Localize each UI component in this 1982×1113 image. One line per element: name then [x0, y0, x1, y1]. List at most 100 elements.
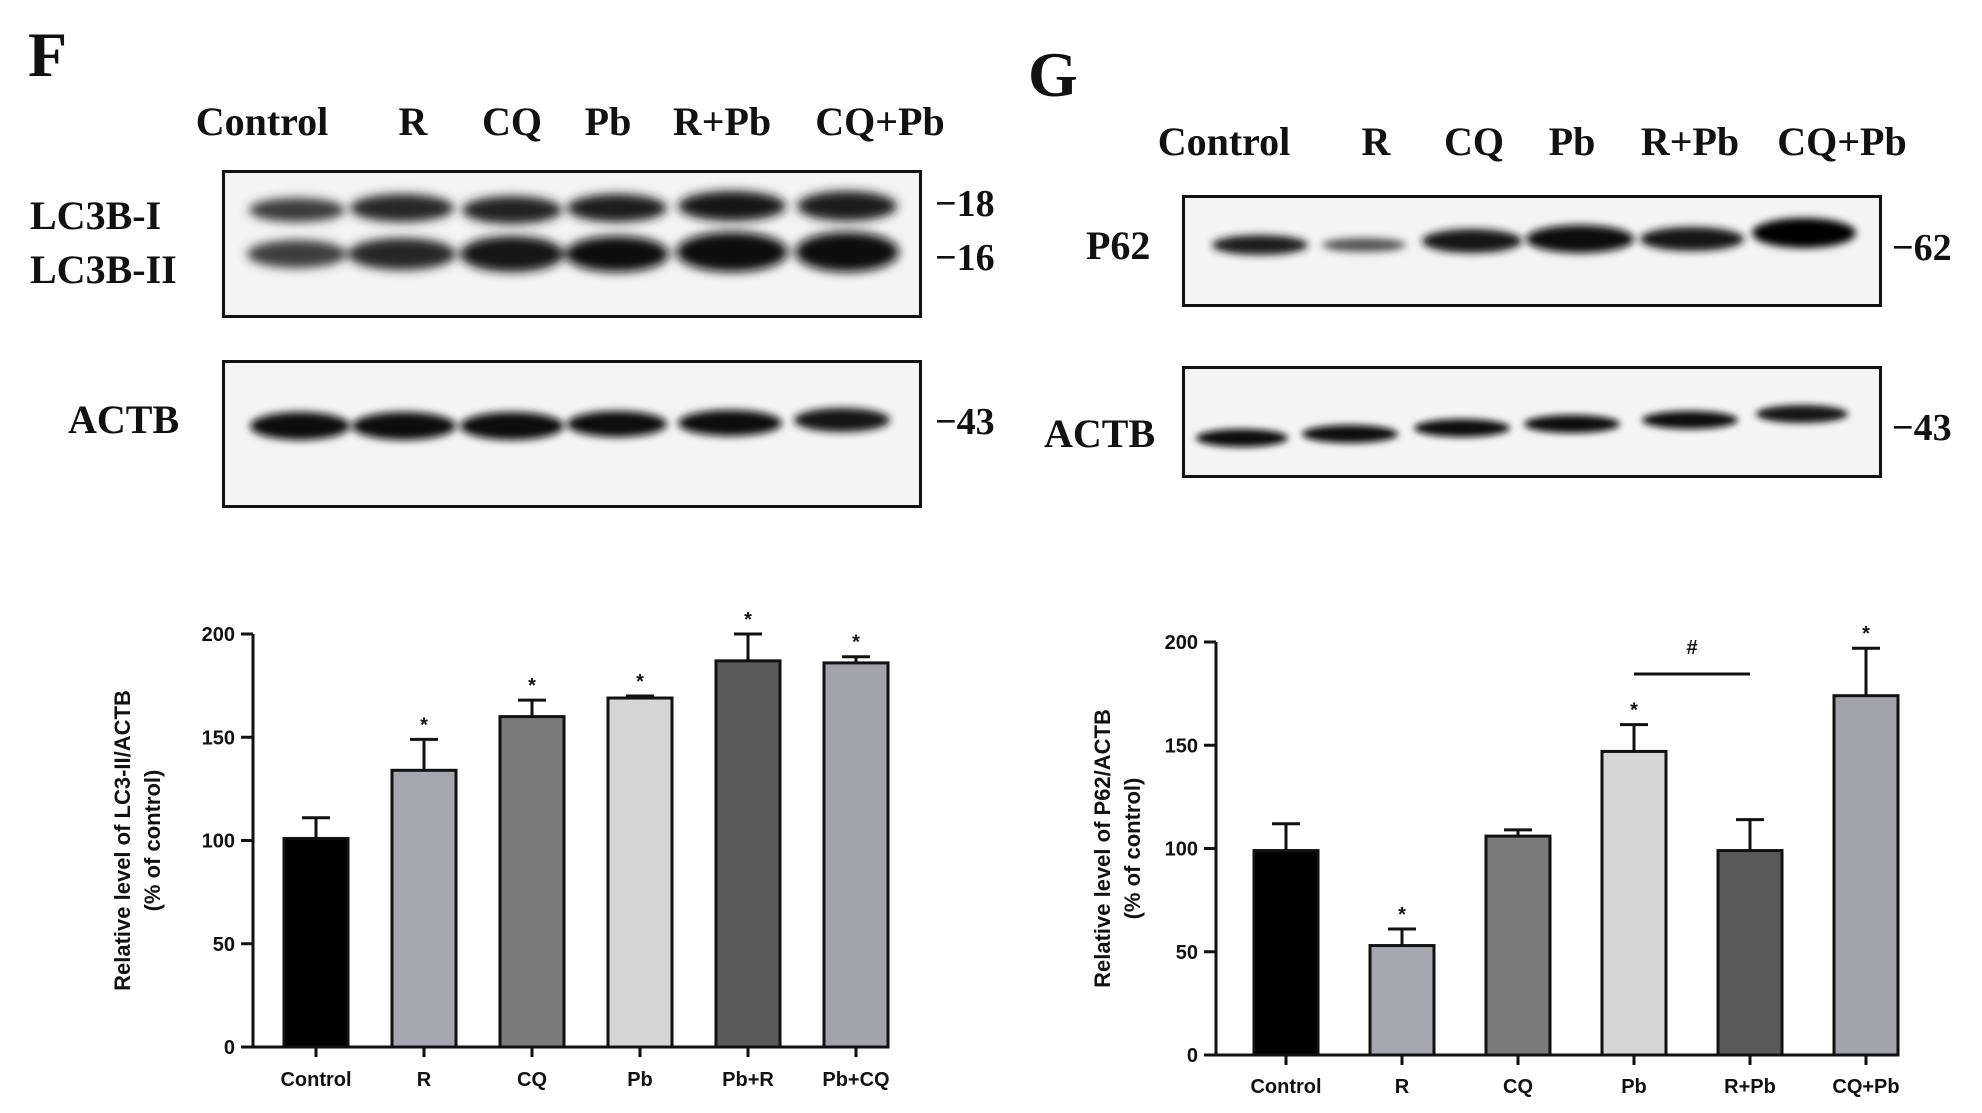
- x-tick-label: R: [1395, 1076, 1410, 1098]
- f-lane-label: Pb: [584, 99, 632, 144]
- actb-band: [678, 410, 782, 436]
- y-tick-label: 150: [202, 727, 235, 749]
- p62-band: [1422, 229, 1522, 253]
- x-tick-label: Pb: [627, 1069, 653, 1091]
- actb-band: [1642, 411, 1738, 429]
- g-blot2-marker: −43: [1892, 407, 1952, 449]
- lc3b-i-band: [567, 194, 667, 222]
- bar: [1252, 849, 1320, 1057]
- lc3b-i-band: [350, 194, 454, 222]
- g-blot1-label: P62: [1086, 223, 1151, 268]
- significance-mark: *: [1630, 700, 1638, 722]
- panel-g-letter: G: [1028, 39, 1078, 110]
- significance-mark: *: [744, 609, 752, 631]
- bar: [822, 661, 890, 1049]
- p62-band: [1322, 238, 1406, 252]
- lc3b-ii-band: [348, 238, 456, 270]
- p62-band: [1640, 227, 1744, 251]
- y-tick-label: 0: [224, 1037, 235, 1059]
- lc3b-ii-band: [460, 236, 564, 272]
- f-actb-blot: [222, 360, 922, 508]
- lc3b-i-band: [797, 191, 897, 221]
- significance-mark: *: [636, 671, 644, 693]
- f-lane-label: CQ+Pb: [815, 99, 945, 144]
- significance-mark: *: [420, 714, 428, 736]
- y-axis-label: Relative level of LC3-II/ACTB: [110, 690, 135, 991]
- g-blot2-label: ACTB: [1044, 411, 1156, 456]
- lc3b-ii-band: [795, 232, 899, 272]
- f-blot1-label: LC3B-I: [30, 193, 162, 238]
- y-tick-label: 0: [1187, 1045, 1198, 1067]
- comparison-mark: #: [1686, 637, 1697, 659]
- g-p62-blot: [1182, 195, 1882, 307]
- actb-band: [1524, 415, 1620, 433]
- g-lane-label: CQ: [1444, 119, 1504, 164]
- x-tick-label: Pb+CQ: [822, 1069, 889, 1091]
- f-blot1-label: LC3B-II: [30, 247, 177, 292]
- bar: [498, 715, 566, 1049]
- x-tick-label: CQ+Pb: [1832, 1076, 1899, 1098]
- f-lane-label: R: [398, 99, 428, 144]
- significance-mark: *: [1862, 623, 1870, 645]
- y-tick-label: 100: [202, 831, 235, 853]
- lc3-chart: 0 50 100 150 200 Relative level of LC3-II/ACT…: [110, 609, 890, 1091]
- x-tick-label: Control: [1250, 1076, 1321, 1098]
- f-blot2-marker: −43: [935, 401, 995, 443]
- significance-mark: *: [528, 675, 536, 697]
- lc3b-i-band: [678, 191, 786, 221]
- significance-mark: *: [852, 632, 860, 654]
- lc3b-i-band: [462, 196, 562, 224]
- actb-band: [1302, 425, 1398, 443]
- g-actb-blot: [1182, 366, 1882, 478]
- bar: [606, 696, 674, 1049]
- x-tick-label: R+Pb: [1724, 1076, 1776, 1098]
- y-tick-label: 200: [202, 624, 235, 646]
- p62-band: [1526, 225, 1634, 253]
- y-axis-label: (% of control): [140, 770, 165, 912]
- bar: [390, 768, 458, 1049]
- p62-band: [1212, 235, 1308, 255]
- x-tick-label: R: [417, 1069, 432, 1091]
- y-tick-label: 50: [1176, 942, 1198, 964]
- x-tick-label: Control: [280, 1069, 351, 1091]
- p62-chart: 0 50 100 150 200 Relative level of P62/ACTB (%…: [1090, 623, 1900, 1098]
- lc3b-ii-band: [676, 232, 788, 272]
- y-tick-label: 50: [213, 934, 235, 956]
- bar: [1484, 834, 1552, 1057]
- y-tick-label: 100: [1165, 839, 1198, 861]
- actb-band: [1196, 429, 1288, 447]
- actb-band: [1414, 419, 1510, 437]
- f-blot1-marker: −18: [935, 183, 995, 225]
- y-tick-label: 150: [1165, 735, 1198, 757]
- g-lane-label: Pb: [1548, 119, 1596, 164]
- lc3b-i-band: [249, 198, 345, 222]
- actb-band: [352, 412, 456, 440]
- y-axis-label: (% of control): [1120, 778, 1145, 920]
- f-lane-label: R+Pb: [672, 99, 772, 144]
- bar: [282, 836, 350, 1049]
- lc3b-ii-band: [247, 240, 347, 268]
- bar: [1368, 944, 1436, 1057]
- actb-band: [250, 412, 350, 440]
- f-lc3b-blot: [222, 170, 922, 318]
- x-tick-label: Pb: [1621, 1076, 1647, 1098]
- f-blot2-label: ACTB: [68, 397, 180, 442]
- bar: [1600, 749, 1668, 1057]
- x-tick-label: Pb+R: [722, 1069, 774, 1091]
- actb-band: [460, 412, 564, 440]
- lc3b-ii-band: [565, 236, 669, 272]
- g-lane-label: CQ+Pb: [1777, 119, 1907, 164]
- actb-band: [567, 411, 667, 437]
- f-lane-label: Control: [195, 99, 329, 144]
- g-blot1-marker: −62: [1892, 227, 1952, 269]
- y-axis-label: Relative level of P62/ACTB: [1090, 709, 1115, 988]
- actb-band: [1756, 405, 1848, 423]
- bar: [1716, 849, 1784, 1057]
- g-lane-label: R+Pb: [1640, 119, 1740, 164]
- y-tick-label: 200: [1165, 632, 1198, 654]
- x-tick-label: CQ: [1503, 1076, 1533, 1098]
- actb-band: [794, 408, 890, 432]
- bar: [1832, 694, 1900, 1057]
- f-blot1-marker: −16: [935, 237, 995, 279]
